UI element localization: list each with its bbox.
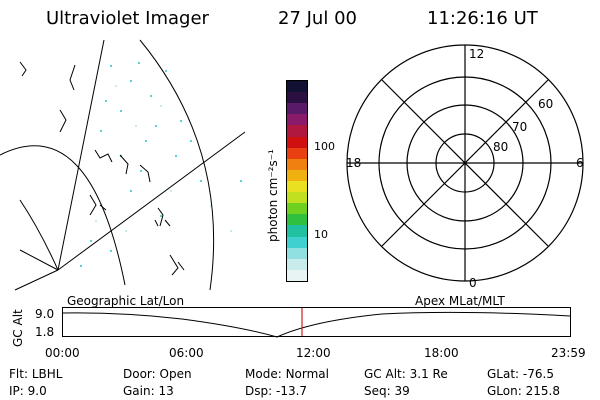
- x-tick-1800: 18:00: [424, 346, 459, 360]
- polar-plot: [346, 44, 584, 282]
- colorbar-segment: [287, 192, 307, 204]
- colorbar-tick-100: 100: [314, 140, 335, 153]
- colorbar-segment: [287, 236, 307, 248]
- info-seq: Seq: 39: [364, 384, 410, 398]
- info-mode: Mode: Normal: [245, 367, 329, 381]
- colorbar-segment: [287, 180, 307, 193]
- mlt-label-18: 18: [346, 156, 362, 170]
- altitude-timeline: [61, 307, 571, 338]
- colorbar-segment: [287, 92, 307, 104]
- timeline-right-title: Apex MLat/MLT: [415, 294, 505, 308]
- mlt-label-12: 12: [469, 47, 485, 61]
- image-speckles: [80, 62, 242, 267]
- info-glon: GLon: 215.8: [487, 384, 560, 398]
- instrument-title: Ultraviolet Imager: [46, 8, 209, 29]
- colorbar-segment: [287, 103, 307, 115]
- info-flt: Flt: LBHL: [9, 367, 63, 381]
- info-gc-alt: GC Alt: 3.1 Re: [364, 367, 448, 381]
- colorbar-segment: [287, 114, 307, 126]
- date-label: 27 Jul 00: [278, 8, 357, 29]
- colorbar-unit-label: photon cm⁻²s⁻¹: [266, 149, 280, 242]
- lat-label-80: 80: [493, 140, 509, 154]
- colorbar-segment: [287, 136, 307, 148]
- colorbar-segment: [287, 258, 307, 270]
- colorbar-segment: [287, 269, 307, 281]
- coastlines: [19, 61, 185, 276]
- timeline-left-title: Geographic Lat/Lon: [67, 294, 185, 308]
- timeline-axis-label: GC Alt: [11, 309, 25, 347]
- info-ip: IP: 9.0: [9, 384, 47, 398]
- x-tick-0000: 00:00: [45, 346, 80, 360]
- x-tick-0600: 06:00: [169, 346, 204, 360]
- colorbar-segment: [287, 225, 307, 237]
- mlt-label-0: 0: [469, 276, 477, 290]
- colorbar-tick-10: 10: [314, 228, 328, 241]
- info-door: Door: Open: [123, 367, 192, 381]
- x-tick-1200: 12:00: [296, 346, 331, 360]
- colorbar-segment: [287, 147, 307, 159]
- info-glat: GLat: -76.5: [487, 367, 554, 381]
- x-tick-2359: 23:59: [551, 346, 586, 360]
- lat-lon-grid: [0, 39, 246, 291]
- colorbar-segment: [287, 81, 307, 93]
- colorbar: [286, 80, 308, 282]
- info-gain: Gain: 13: [123, 384, 174, 398]
- mlt-label-6: 6: [576, 156, 584, 170]
- y-tick-9: 9.0: [35, 307, 55, 321]
- y-tick-1.8: 1.8: [35, 325, 55, 339]
- colorbar-segment: [287, 158, 307, 170]
- colorbar-segment: [287, 203, 307, 215]
- lat-label-70: 70: [512, 120, 528, 134]
- lat-label-60: 60: [538, 97, 554, 111]
- colorbar-segment: [287, 125, 307, 137]
- geographic-image-panel: [0, 39, 246, 291]
- colorbar-segment: [287, 214, 307, 226]
- altitude-curve: [61, 311, 571, 338]
- info-dsp: Dsp: -13.7: [245, 384, 308, 398]
- colorbar-segment: [287, 247, 307, 259]
- colorbar-segment: [287, 169, 307, 181]
- time-label: 11:26:16 UT: [427, 8, 538, 29]
